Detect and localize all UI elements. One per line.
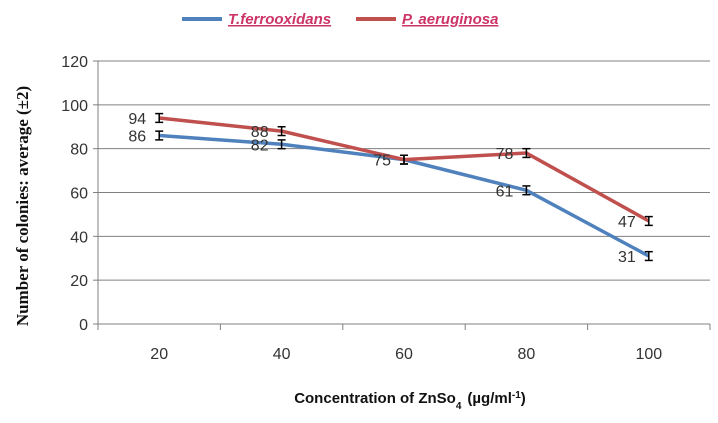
y-axis-label: Number of colonies: average (±2) bbox=[13, 86, 32, 326]
x-tick-label: 40 bbox=[273, 346, 291, 363]
data-label: 94 bbox=[128, 111, 146, 128]
error-bar bbox=[155, 112, 164, 124]
x-tick-label: 60 bbox=[395, 346, 413, 363]
legend: T.ferrooxidans P. aeruginosa bbox=[182, 11, 498, 28]
x-tick-label: 20 bbox=[150, 346, 168, 363]
x-tick-label: 100 bbox=[635, 346, 662, 363]
y-tick-label: 120 bbox=[61, 54, 88, 71]
error-bar bbox=[400, 154, 408, 165]
legend-label: P. aeruginosa bbox=[402, 11, 498, 28]
series-lines bbox=[159, 116, 650, 258]
y-tick-label: 40 bbox=[70, 229, 88, 246]
data-label: 31 bbox=[618, 249, 636, 266]
y-tick-labels: 0 20 40 60 80 100 120 bbox=[61, 54, 88, 334]
series-line-t-ferrooxidans bbox=[159, 133, 650, 258]
data-label: 82 bbox=[251, 137, 269, 154]
error-bar bbox=[522, 147, 531, 159]
y-tick-label: 0 bbox=[79, 317, 88, 334]
data-label: 88 bbox=[251, 124, 269, 141]
x-tick-labels: 20 40 60 80 100 bbox=[150, 346, 662, 363]
x-axis-label: Concentration of ZnSo4 (µg/ml-1) bbox=[294, 390, 526, 412]
y-tick-label: 100 bbox=[61, 98, 88, 115]
axes bbox=[93, 60, 711, 330]
error-bar bbox=[155, 130, 164, 141]
error-bar bbox=[277, 139, 286, 150]
data-label: 78 bbox=[496, 146, 514, 163]
series-line-p-aeruginosa bbox=[159, 116, 650, 223]
gridlines bbox=[98, 60, 710, 325]
data-label: 47 bbox=[618, 214, 636, 231]
legend-label: T.ferrooxidans bbox=[228, 11, 331, 28]
legend-item: P. aeruginosa bbox=[356, 11, 498, 28]
error-bars bbox=[155, 112, 653, 262]
error-bar bbox=[277, 126, 286, 137]
error-bar bbox=[522, 185, 531, 196]
legend-item: T.ferrooxidans bbox=[182, 11, 331, 28]
x-tick-label: 80 bbox=[518, 346, 536, 363]
y-tick-label: 60 bbox=[70, 186, 88, 203]
data-label: 86 bbox=[128, 129, 146, 146]
y-tick-label: 80 bbox=[70, 142, 88, 159]
error-bar bbox=[644, 215, 653, 227]
error-bar bbox=[644, 250, 653, 262]
data-label: 61 bbox=[496, 183, 514, 200]
data-label: 75 bbox=[373, 153, 391, 170]
y-tick-label: 20 bbox=[70, 273, 88, 290]
